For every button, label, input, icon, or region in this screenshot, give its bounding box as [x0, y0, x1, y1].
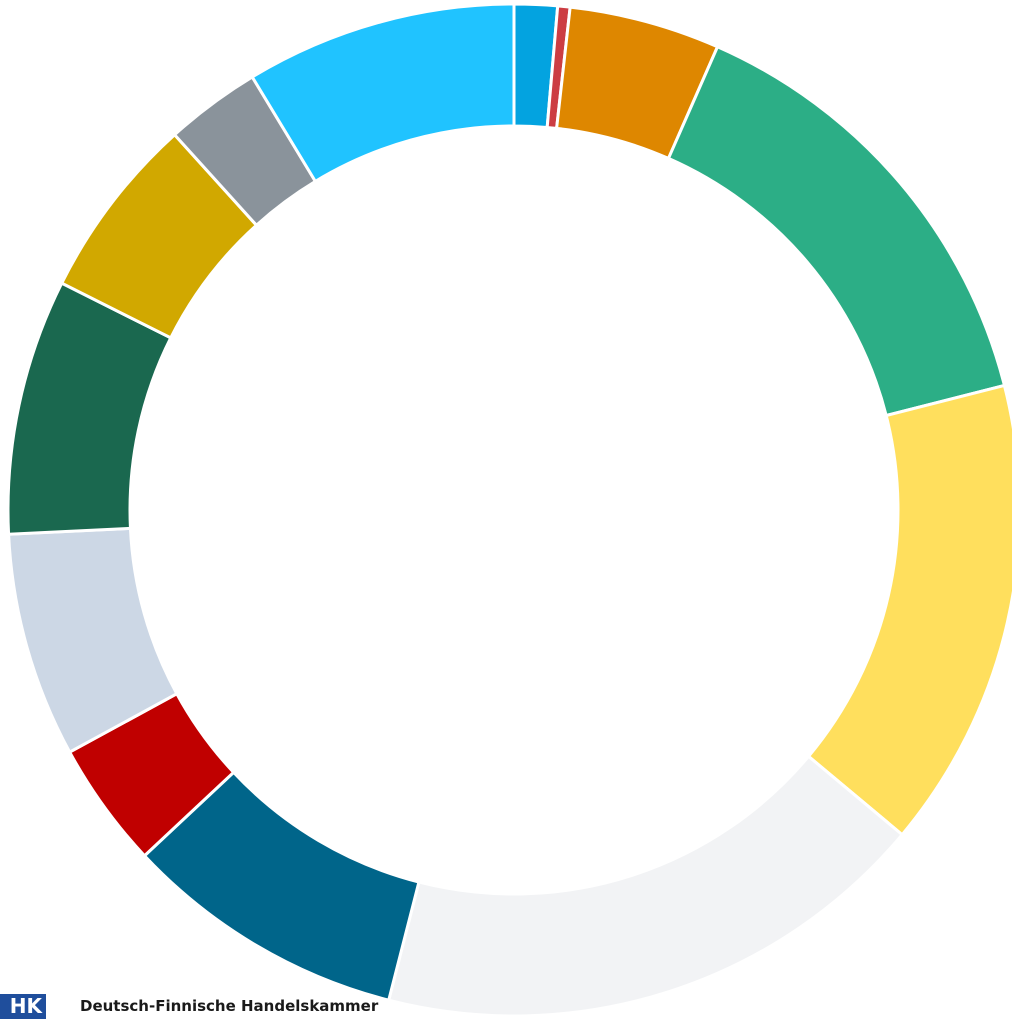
- donut-slice-5: [806, 383, 1012, 837]
- donut-slice-6: [386, 754, 905, 1018]
- chamber-logo-icon: HK: [0, 994, 46, 1019]
- footer-logo: HK Deutsch-Finnische Handelskammer: [0, 994, 378, 1019]
- donut-slice-4: [666, 44, 1007, 418]
- donut-slice-13: [250, 2, 516, 184]
- chamber-name: Deutsch-Finnische Handelskammer: [80, 997, 379, 1015]
